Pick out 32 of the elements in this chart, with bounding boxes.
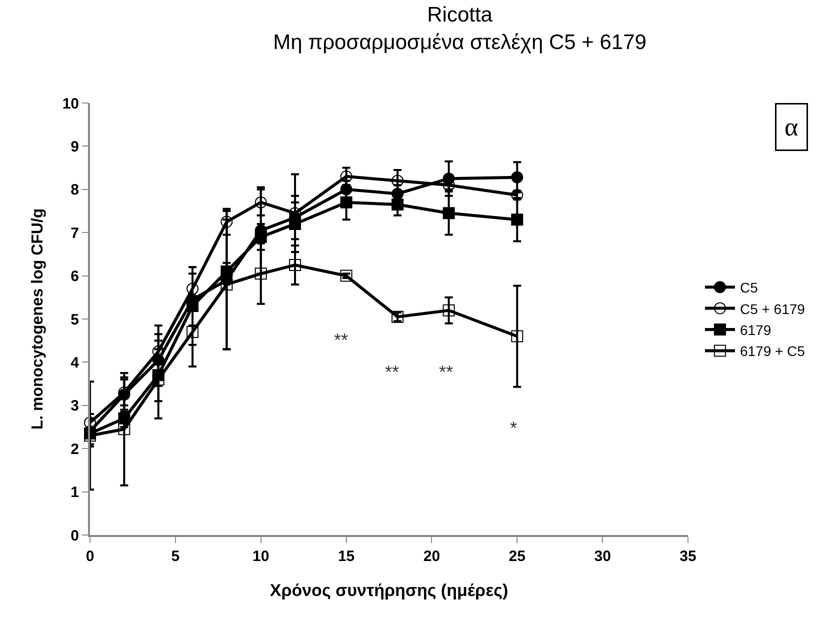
chart-subtitle: Μη προσαρμοσμένα στελέχη C5 + 6179 (273, 31, 646, 54)
y-tick-label: 2 (70, 440, 79, 458)
legend-label: 6179 (740, 322, 772, 338)
y-tick-label: 5 (70, 311, 79, 328)
x-tick-label: 30 (594, 548, 611, 565)
legend-label: 6179 + C5 (740, 343, 806, 360)
y-tick-label: 1 (70, 484, 79, 502)
x-tick-label: 25 (508, 548, 526, 565)
x-tick-label: 35 (680, 548, 696, 565)
x-tick-label: 10 (252, 548, 270, 565)
y-tick-label: 8 (70, 182, 79, 199)
x-tick-label: 0 (86, 548, 94, 565)
y-tick-label: 9 (70, 138, 79, 156)
y-tick-label: 6 (70, 268, 79, 286)
annotation: ** (334, 330, 348, 350)
annotation: ** (385, 362, 400, 382)
y-tick-label: 4 (70, 354, 80, 372)
chart-title: Ricotta (427, 4, 493, 27)
legend-label: C5 + 6179 (740, 300, 806, 317)
x-tick-label: 20 (423, 548, 440, 565)
x-tick-label: 15 (338, 548, 355, 565)
text: α (784, 112, 798, 142)
x-axis-title: Χρόνος συντήρησης (ημέρες) (270, 580, 508, 600)
y-tick-label: 3 (70, 398, 79, 415)
legend-label: C5 (740, 280, 758, 296)
y-tick-label: 7 (70, 224, 79, 242)
annotation: * (510, 418, 518, 438)
y-tick-label: 0 (70, 527, 79, 544)
x-tick-label: 5 (171, 548, 180, 565)
y-axis-title: L. monocytogenes log CFU/g (30, 208, 47, 430)
annotation: ** (439, 362, 454, 382)
y-tick-label: 10 (62, 95, 79, 112)
